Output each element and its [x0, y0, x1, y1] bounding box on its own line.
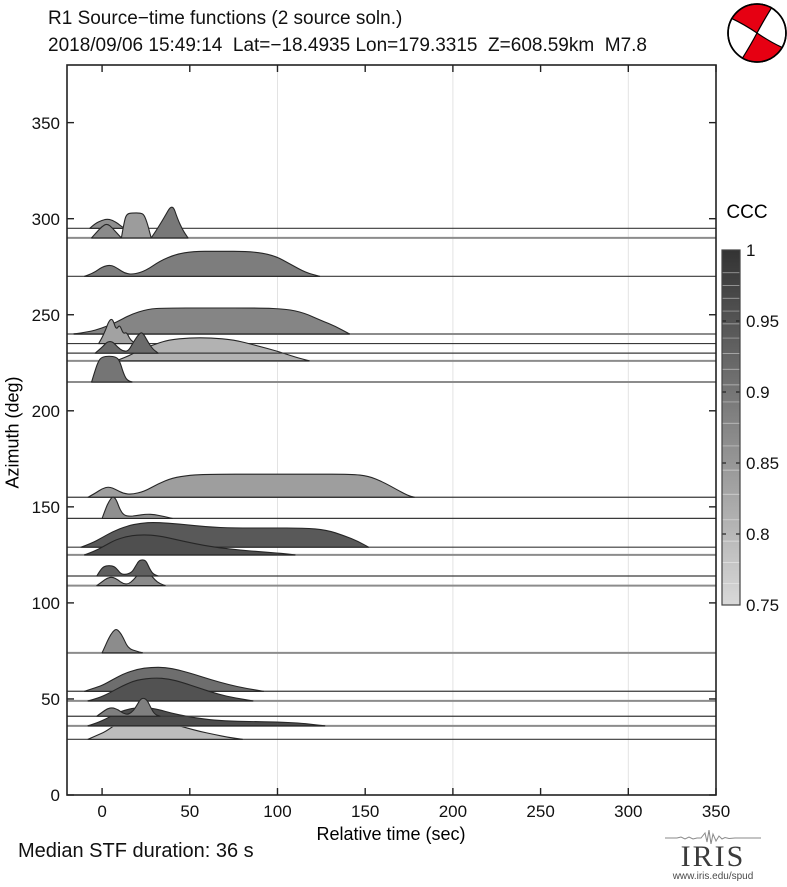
stf-shape	[91, 355, 133, 383]
iris-logo: IRIS www.iris.edu/spud	[648, 830, 778, 882]
x-tick-label: 250	[526, 802, 555, 821]
seismogram-squiggle-icon	[665, 830, 761, 844]
y-tick-label: 200	[31, 401, 60, 421]
median-duration-text: Median STF duration: 36 s	[18, 840, 254, 862]
axes-frame	[66, 64, 717, 796]
colorbar-title: CCC	[726, 202, 768, 223]
y-tick-label: 100	[31, 593, 60, 613]
stf-shape	[101, 496, 173, 519]
focal-mechanism-beachball-icon	[727, 3, 787, 63]
colorbar-tick-label: 0.8	[746, 525, 770, 544]
colorbar-tick-label: 0.9	[746, 383, 770, 402]
colorbar-tick-label: 1	[746, 241, 756, 260]
iris-url[interactable]: www.iris.edu/spud	[672, 871, 754, 882]
x-tick-label: 0	[97, 802, 107, 821]
y-tick-label: 300	[31, 209, 60, 229]
y-tick-label: 50	[41, 689, 60, 709]
x-tick-label: 150	[351, 802, 380, 821]
x-tick-label: 350	[701, 802, 731, 821]
stf-shape	[87, 677, 254, 702]
y-tick-label: 150	[31, 497, 60, 517]
y-tick-label: 350	[31, 113, 60, 133]
colorbar-tick-label: 0.85	[746, 454, 780, 473]
stf-shape	[150, 206, 189, 239]
y-tick-label: 250	[31, 305, 60, 325]
stf-shape	[89, 218, 126, 229]
y-axis-label: Azimuth (deg)	[2, 376, 23, 489]
stf-shape	[87, 473, 415, 498]
stf-shape	[83, 250, 321, 277]
iris-wordmark: IRIS	[680, 840, 746, 873]
stf-shape	[98, 318, 136, 345]
stf-shape	[96, 559, 159, 577]
colorbar-tick-label: 0.75	[746, 596, 780, 615]
x-tick-label: 200	[438, 802, 468, 821]
event-info-line: 2018/09/06 15:49:14 Lat=−18.4935 Lon=179…	[48, 35, 647, 56]
plot-title: R1 Source−time functions (2 source soln.…	[48, 8, 403, 29]
colorbar-outline	[721, 249, 741, 606]
colorbar	[722, 250, 740, 605]
colorbar-tick-label: 0.95	[746, 312, 780, 331]
stf-shape	[91, 223, 122, 239]
stf-shape	[83, 534, 296, 556]
stf-shape	[120, 212, 152, 239]
y-tick-label: 0	[50, 786, 60, 805]
x-tick-label: 50	[180, 802, 200, 821]
stf-shape	[94, 332, 159, 354]
x-tick-label: 100	[263, 802, 292, 821]
x-tick-label: 300	[614, 802, 643, 821]
stf-shape	[96, 697, 161, 717]
stf-shape	[101, 629, 143, 654]
x-axis-label: Relative time (sec)	[316, 824, 466, 844]
